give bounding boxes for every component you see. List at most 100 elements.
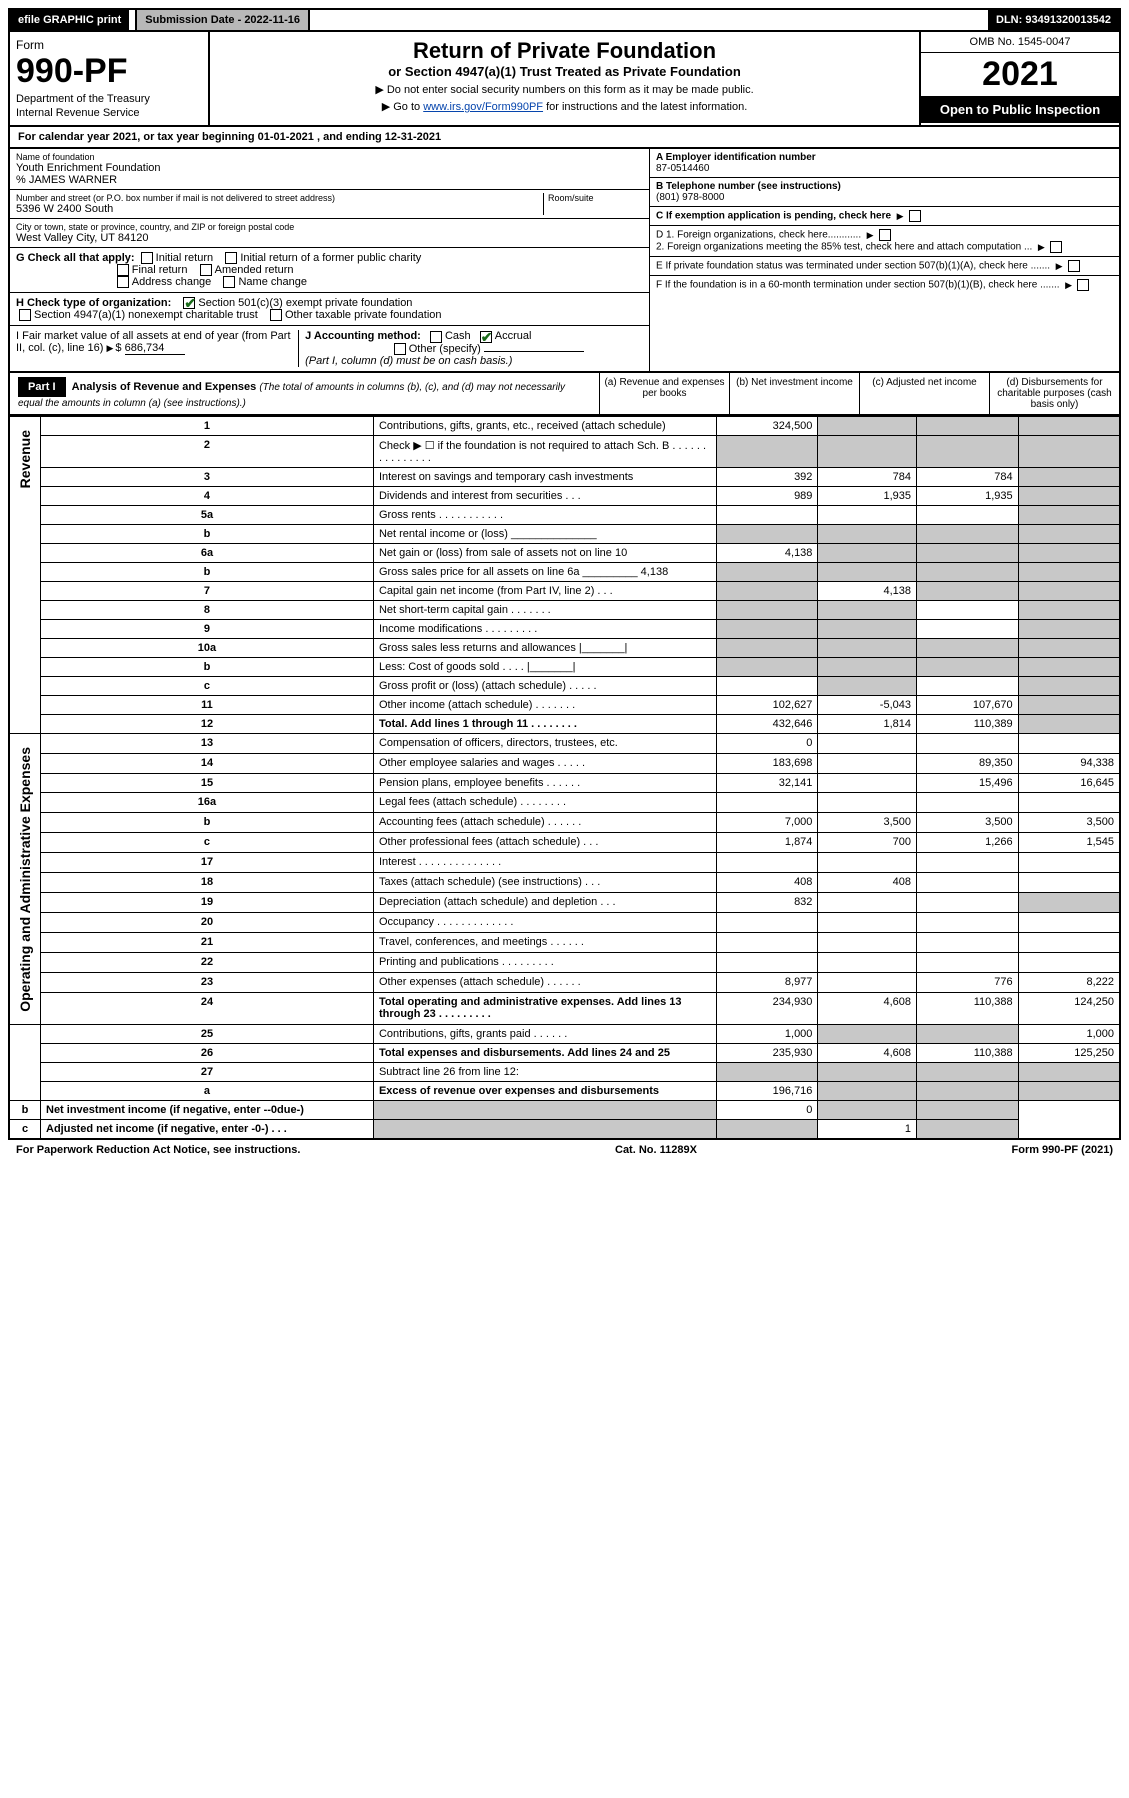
cell-a: 4,138: [716, 543, 818, 562]
cell-a: 8,977: [716, 972, 818, 992]
checkbox-final[interactable]: [117, 264, 129, 276]
cell-b: [818, 733, 917, 753]
checkbox-d2[interactable]: [1050, 241, 1062, 253]
line-description: Printing and publications . . . . . . . …: [373, 952, 716, 972]
name-label: Name of foundation: [16, 152, 643, 162]
phone-label: B Telephone number (see instructions): [656, 181, 841, 192]
cell-c: 107,670: [917, 695, 1019, 714]
table-row: 20Occupancy . . . . . . . . . . . . .: [9, 913, 1120, 933]
cell-b: [818, 657, 917, 676]
checkbox-initial[interactable]: [141, 252, 153, 264]
cell-c: [818, 1101, 917, 1120]
line-number: b: [41, 524, 374, 543]
cell-a: [716, 505, 818, 524]
line-description: Depreciation (attach schedule) and deple…: [373, 893, 716, 913]
table-row: 23Other expenses (attach schedule) . . .…: [9, 972, 1120, 992]
table-row: bGross sales price for all assets on lin…: [9, 562, 1120, 581]
table-row: 21Travel, conferences, and meetings . . …: [9, 933, 1120, 953]
checkbox-d1[interactable]: [879, 229, 891, 241]
checkbox-f[interactable]: [1077, 279, 1089, 291]
cell-d: [1018, 543, 1120, 562]
col-c-header: (c) Adjusted net income: [859, 373, 989, 414]
table-row: 16aLegal fees (attach schedule) . . . . …: [9, 793, 1120, 813]
cell-a: [716, 638, 818, 657]
dept-label: Department of the Treasury: [16, 93, 202, 105]
line-description: Gross sales less returns and allowances …: [373, 638, 716, 657]
checkbox-501c3[interactable]: [183, 297, 195, 309]
room-label: Room/suite: [548, 193, 643, 203]
line-description: Other expenses (attach schedule) . . . .…: [373, 972, 716, 992]
checkbox-c[interactable]: [909, 210, 921, 222]
table-row: 2Check ▶ ☐ if the foundation is not requ…: [9, 435, 1120, 467]
street-address: 5396 W 2400 South: [16, 203, 543, 215]
cell-d: 3,500: [1018, 813, 1120, 833]
table-row: 8Net short-term capital gain . . . . . .…: [9, 600, 1120, 619]
tax-year: 2021: [921, 53, 1119, 96]
checkbox-amended[interactable]: [200, 264, 212, 276]
line-description: Legal fees (attach schedule) . . . . . .…: [373, 793, 716, 813]
line-description: Other employee salaries and wages . . . …: [373, 753, 716, 773]
cell-d: [1018, 524, 1120, 543]
table-row: 18Taxes (attach schedule) (see instructi…: [9, 873, 1120, 893]
line-description: Contributions, gifts, grants paid . . . …: [373, 1025, 716, 1044]
info-block: Name of foundation Youth Enrichment Foun…: [8, 149, 1121, 373]
checkbox-other-taxable[interactable]: [270, 309, 282, 321]
line-number: c: [9, 1120, 41, 1140]
cell-a: 234,930: [716, 992, 818, 1025]
cell-c: [917, 793, 1019, 813]
cell-d: [1018, 853, 1120, 873]
col-a-header: (a) Revenue and expenses per books: [599, 373, 729, 414]
cell-b: [818, 619, 917, 638]
line-description: Adjusted net income (if negative, enter …: [41, 1120, 374, 1140]
checkbox-initial-former[interactable]: [225, 252, 237, 264]
checkbox-e[interactable]: [1068, 260, 1080, 272]
line-description: Gross rents . . . . . . . . . . .: [373, 505, 716, 524]
cell-a: 408: [716, 873, 818, 893]
cell-c: [917, 581, 1019, 600]
cell-c: [917, 1082, 1019, 1101]
cell-c: [917, 619, 1019, 638]
cell-b: 784: [818, 467, 917, 486]
phone-value: (801) 978-8000: [656, 192, 724, 203]
cell-b: [818, 524, 917, 543]
cell-b: [818, 773, 917, 793]
cell-d: [1018, 486, 1120, 505]
cell-b: [818, 793, 917, 813]
line-number: b: [41, 813, 374, 833]
table-row: 24Total operating and administrative exp…: [9, 992, 1120, 1025]
cell-c: 784: [917, 467, 1019, 486]
table-row: bLess: Cost of goods sold . . . . |_____…: [9, 657, 1120, 676]
table-row: 5aGross rents . . . . . . . . . . .: [9, 505, 1120, 524]
table-row: cGross profit or (loss) (attach schedule…: [9, 676, 1120, 695]
line-description: Gross profit or (loss) (attach schedule)…: [373, 676, 716, 695]
checkbox-name[interactable]: [223, 276, 235, 288]
cell-b: -5,043: [818, 695, 917, 714]
cell-b: 1,814: [818, 714, 917, 733]
cell-a: [716, 619, 818, 638]
cell-a: [716, 793, 818, 813]
checkbox-other-method[interactable]: [394, 343, 406, 355]
cell-a: 832: [716, 893, 818, 913]
cell-d: [1018, 638, 1120, 657]
cell-d: 1,000: [1018, 1025, 1120, 1044]
line-description: Subtract line 26 from line 12:: [373, 1063, 716, 1082]
checkbox-address[interactable]: [117, 276, 129, 288]
cell-a: 183,698: [716, 753, 818, 773]
cell-d: [917, 1120, 1019, 1140]
cell-b: 1,935: [818, 486, 917, 505]
cell-a: 0: [716, 733, 818, 753]
care-of: % JAMES WARNER: [16, 174, 643, 186]
line-number: 24: [41, 992, 374, 1025]
cell-c: 1,935: [917, 486, 1019, 505]
checkbox-cash[interactable]: [430, 331, 442, 343]
checkbox-4947[interactable]: [19, 309, 31, 321]
cell-c: [917, 913, 1019, 933]
cell-c: 110,388: [917, 992, 1019, 1025]
cell-b: [818, 676, 917, 695]
table-row: 15Pension plans, employee benefits . . .…: [9, 773, 1120, 793]
form-link[interactable]: www.irs.gov/Form990PF: [423, 101, 543, 113]
checkbox-accrual[interactable]: [480, 331, 492, 343]
cell-a: [373, 1101, 716, 1120]
table-row: 22Printing and publications . . . . . . …: [9, 952, 1120, 972]
line-number: 3: [41, 467, 374, 486]
